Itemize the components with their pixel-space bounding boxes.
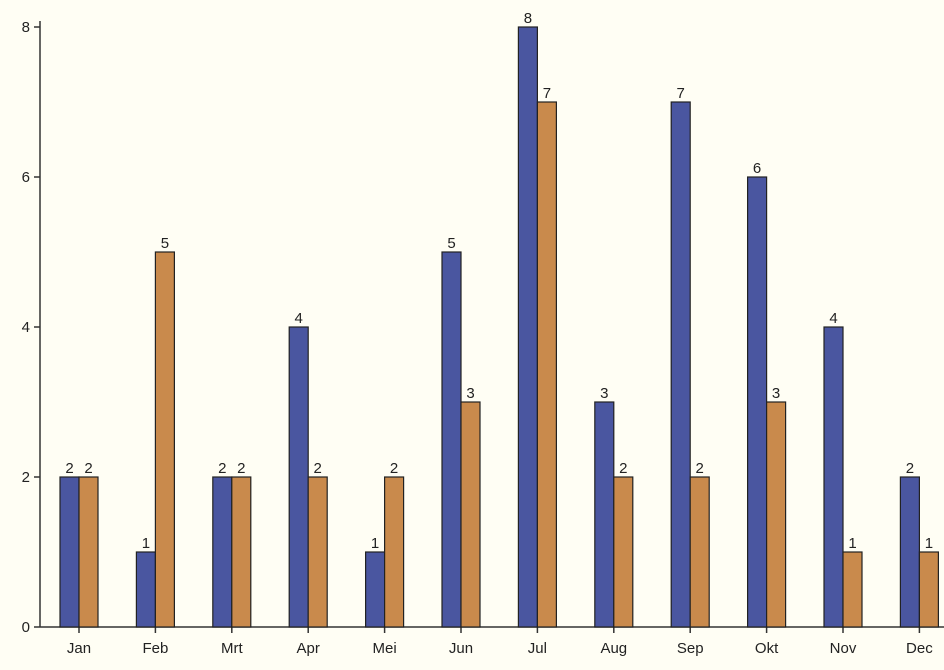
data-label: 2 bbox=[696, 460, 704, 477]
x-tick-label: Nov bbox=[830, 640, 857, 657]
data-label: 2 bbox=[237, 460, 245, 477]
data-label: 1 bbox=[925, 535, 933, 552]
bar bbox=[765, 401, 787, 628]
data-label: 3 bbox=[466, 385, 474, 402]
x-tick-label: Feb bbox=[142, 640, 168, 657]
chart-axes: 0 2 4 6 8 Jan Feb Mrt Apr Mei Jun Jul Aug Sep Okt Nov De… bbox=[22, 19, 944, 657]
bar bbox=[899, 476, 921, 628]
bar bbox=[154, 251, 175, 628]
x-tick-label: Mrt bbox=[221, 640, 243, 657]
data-label: 2 bbox=[619, 460, 627, 477]
x-tick-label: Apr bbox=[297, 640, 320, 657]
bar bbox=[441, 251, 462, 628]
bar bbox=[384, 476, 405, 628]
x-tick-label: Mei bbox=[373, 640, 397, 657]
bar bbox=[212, 476, 233, 628]
y-tick-label: 0 bbox=[22, 619, 30, 636]
bar bbox=[613, 476, 634, 628]
data-label: 1 bbox=[848, 535, 856, 552]
data-label: 6 bbox=[753, 160, 761, 177]
x-tick-label: Jan bbox=[67, 640, 91, 657]
data-label: 3 bbox=[600, 385, 608, 402]
bar bbox=[231, 476, 252, 628]
data-label: 2 bbox=[390, 460, 398, 477]
bar bbox=[746, 176, 768, 628]
y-tick-label: 6 bbox=[22, 169, 30, 186]
bar bbox=[517, 26, 539, 628]
y-tick-label: 4 bbox=[22, 319, 30, 336]
bar bbox=[288, 326, 309, 628]
bar bbox=[59, 476, 80, 628]
x-tick-label: Jun bbox=[449, 640, 473, 657]
x-tick-label: Sep bbox=[677, 640, 704, 657]
x-tick-label: Jul bbox=[528, 640, 547, 657]
x-tick-label: Dec bbox=[906, 640, 933, 657]
data-label: 2 bbox=[65, 460, 73, 477]
data-label: 5 bbox=[161, 235, 169, 252]
x-tick-label: Okt bbox=[755, 640, 779, 657]
data-label: 2 bbox=[84, 460, 92, 477]
bar bbox=[670, 101, 691, 628]
bar bbox=[594, 401, 615, 628]
data-label: 5 bbox=[447, 235, 455, 252]
data-label: 2 bbox=[218, 460, 226, 477]
bar bbox=[307, 476, 328, 628]
y-tick-label: 8 bbox=[22, 19, 30, 36]
data-label: 4 bbox=[829, 310, 837, 327]
bar bbox=[365, 551, 386, 628]
data-label: 8 bbox=[524, 10, 532, 27]
data-label: 7 bbox=[543, 85, 551, 102]
data-label: 4 bbox=[295, 310, 303, 327]
x-tick-label: Aug bbox=[600, 640, 627, 657]
bar bbox=[823, 326, 844, 628]
data-label: 1 bbox=[142, 535, 150, 552]
bar bbox=[689, 476, 710, 628]
data-label: 2 bbox=[906, 460, 914, 477]
bar bbox=[536, 101, 558, 628]
data-label: 3 bbox=[772, 385, 780, 402]
chart-bars bbox=[59, 26, 940, 628]
y-tick-label: 2 bbox=[22, 469, 30, 486]
bar bbox=[918, 551, 940, 628]
data-label: 2 bbox=[314, 460, 322, 477]
bar bbox=[842, 551, 863, 628]
data-label: 1 bbox=[371, 535, 379, 552]
bar bbox=[460, 401, 481, 628]
data-label: 7 bbox=[677, 85, 685, 102]
bar bbox=[78, 476, 99, 628]
bar bbox=[135, 551, 156, 628]
